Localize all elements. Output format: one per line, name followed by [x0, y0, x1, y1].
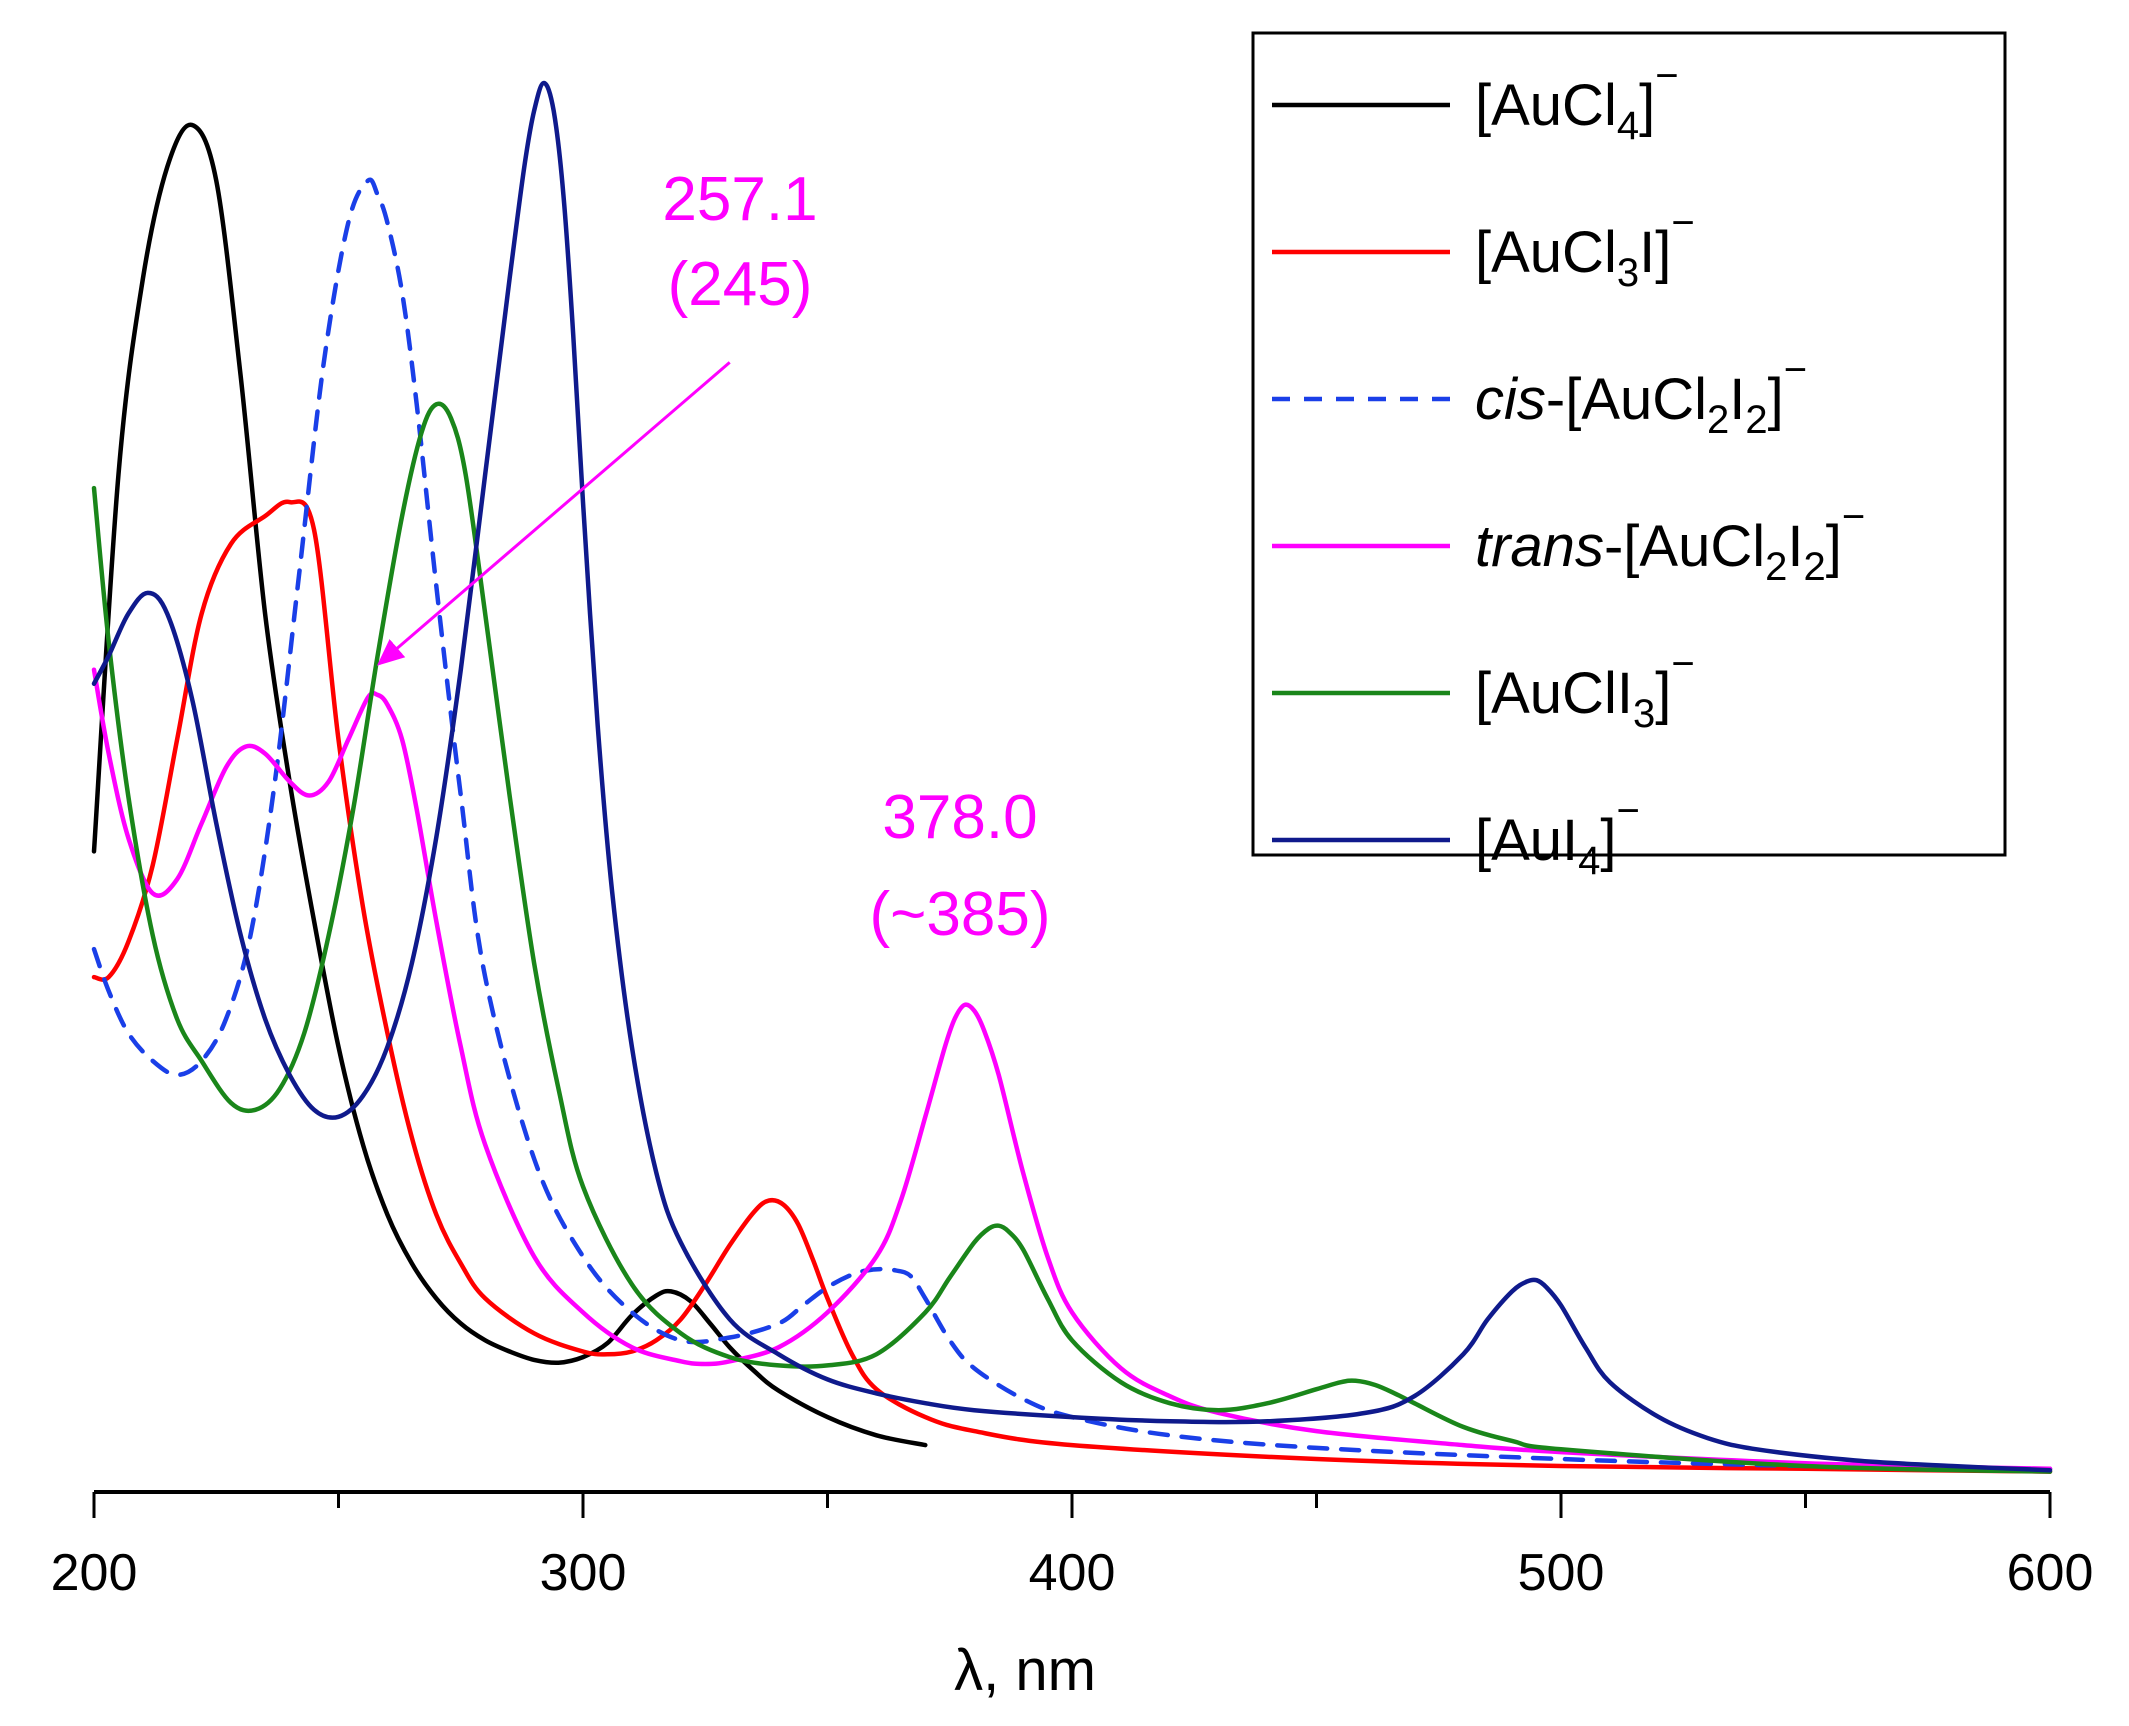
x-tick-label: 300	[540, 1544, 627, 1602]
x-tick-label: 200	[51, 1544, 138, 1602]
legend-label: [AuI4]−	[1475, 789, 1640, 883]
x-tick-label: 500	[1518, 1544, 1605, 1602]
series-line-3	[91, 667, 2053, 1472]
annotation-257-sub: (245)	[668, 250, 813, 319]
legend-item-1: [AuCl3I]−	[1272, 201, 1695, 295]
x-axis-tick-labels: 200 300 400 500 600	[51, 1544, 2094, 1602]
series-curves	[91, 80, 2053, 1474]
series-line-1	[91, 499, 2053, 1474]
legend-label: [AuCl4]−	[1475, 54, 1679, 148]
legend-label: trans-[AuCl2I2]−	[1475, 495, 1865, 589]
annotation-378: 378.0 (~385)	[870, 783, 1051, 949]
x-axis-ticks	[92, 1492, 2052, 1518]
legend-item-4: [AuClI3]−	[1272, 642, 1695, 736]
legend: [AuCl4]− [AuCl3I]− cis-[AuCl2I2]− trans-[Au…	[1251, 31, 2007, 883]
annotation-257: 257.1 (245)	[376, 165, 818, 666]
legend-item-5: [AuI4]−	[1272, 789, 1640, 883]
legend-label: [AuClI3]−	[1475, 642, 1695, 736]
annotation-378-value: 378.0	[882, 783, 1037, 852]
legend-item-3: trans-[AuCl2I2]−	[1272, 495, 1865, 589]
annotation-arrow	[376, 361, 731, 666]
legend-item-2: cis-[AuCl2I2]−	[1272, 348, 1807, 442]
annotation-378-sub: (~385)	[870, 880, 1051, 949]
series-line-5	[91, 80, 2053, 1473]
x-axis-label: λ, nm	[954, 1638, 1096, 1703]
legend-box	[1251, 31, 2007, 857]
series-line-2	[91, 177, 2053, 1472]
series-line-0	[91, 122, 928, 1448]
legend-label: [AuCl3I]−	[1475, 201, 1695, 295]
legend-label: cis-[AuCl2I2]−	[1475, 348, 1807, 442]
x-tick-label: 600	[2007, 1544, 2094, 1602]
annotation-257-value: 257.1	[662, 165, 817, 234]
legend-item-0: [AuCl4]−	[1272, 54, 1679, 148]
x-tick-label: 400	[1029, 1544, 1116, 1602]
